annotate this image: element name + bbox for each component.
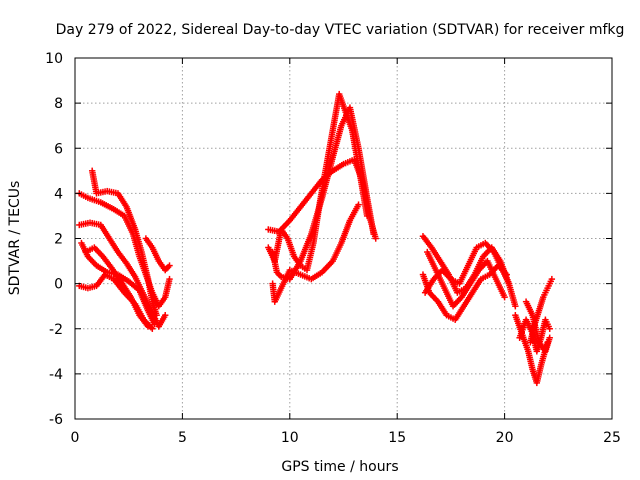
axis-ticks	[74, 57, 613, 420]
y-tick-label: 2	[54, 232, 63, 248]
y-tick-label: 4	[54, 186, 63, 202]
y-tick-label: -4	[49, 367, 63, 383]
x-tick-label: 20	[496, 430, 514, 446]
series-arc-7	[142, 235, 173, 274]
series-arc-6	[82, 244, 152, 330]
data-point-marker	[548, 275, 556, 283]
x-tick-label: 5	[178, 430, 187, 446]
y-tick-label: -2	[49, 322, 63, 338]
data-point-marker	[505, 280, 513, 287]
y-tick-label: 0	[54, 277, 63, 293]
data-point-marker	[149, 325, 156, 332]
data-point-marker	[512, 302, 519, 310]
y-axis-label: SDTVAR / TECUs	[7, 181, 23, 296]
series-arc-19	[522, 298, 553, 355]
chart-title: Day 279 of 2022, Sidereal Day-to-day VTE…	[56, 22, 625, 38]
x-tick-label: 15	[388, 430, 406, 446]
y-tick-label: 8	[54, 96, 63, 112]
data-point-marker	[151, 321, 158, 328]
data-point-marker	[501, 293, 508, 301]
data-points	[76, 90, 556, 387]
x-tick-labels: 0 5 10 15 20 25	[71, 430, 621, 446]
y-tick-labels: -6 -4 -2 0 2 4 6 8 10	[45, 51, 63, 428]
y-tick-label: -6	[49, 412, 63, 428]
data-point-marker	[162, 312, 169, 319]
series-arc-14	[419, 262, 510, 323]
y-tick-label: 6	[54, 141, 63, 157]
series-arc-15	[421, 239, 513, 296]
series-arc-2	[88, 167, 160, 319]
data-point-marker	[372, 235, 379, 242]
x-axis-label: GPS time / hours	[281, 459, 398, 475]
x-tick-label: 10	[281, 430, 299, 446]
x-tick-label: 0	[71, 430, 80, 446]
data-point-marker	[370, 230, 377, 238]
series-arc-13	[424, 248, 508, 310]
y-tick-label: 10	[45, 51, 63, 67]
data-point-marker	[363, 212, 371, 220]
data-point-marker	[144, 323, 152, 330]
data-point-marker	[166, 262, 173, 269]
series-arc-10	[265, 90, 371, 274]
data-point-marker	[546, 325, 553, 332]
x-tick-label: 25	[603, 430, 621, 446]
series-arc-17	[516, 316, 553, 355]
series-arc-11	[269, 201, 362, 305]
data-point-marker	[546, 334, 553, 341]
data-point-marker	[355, 201, 362, 208]
data-point-marker	[166, 275, 173, 283]
